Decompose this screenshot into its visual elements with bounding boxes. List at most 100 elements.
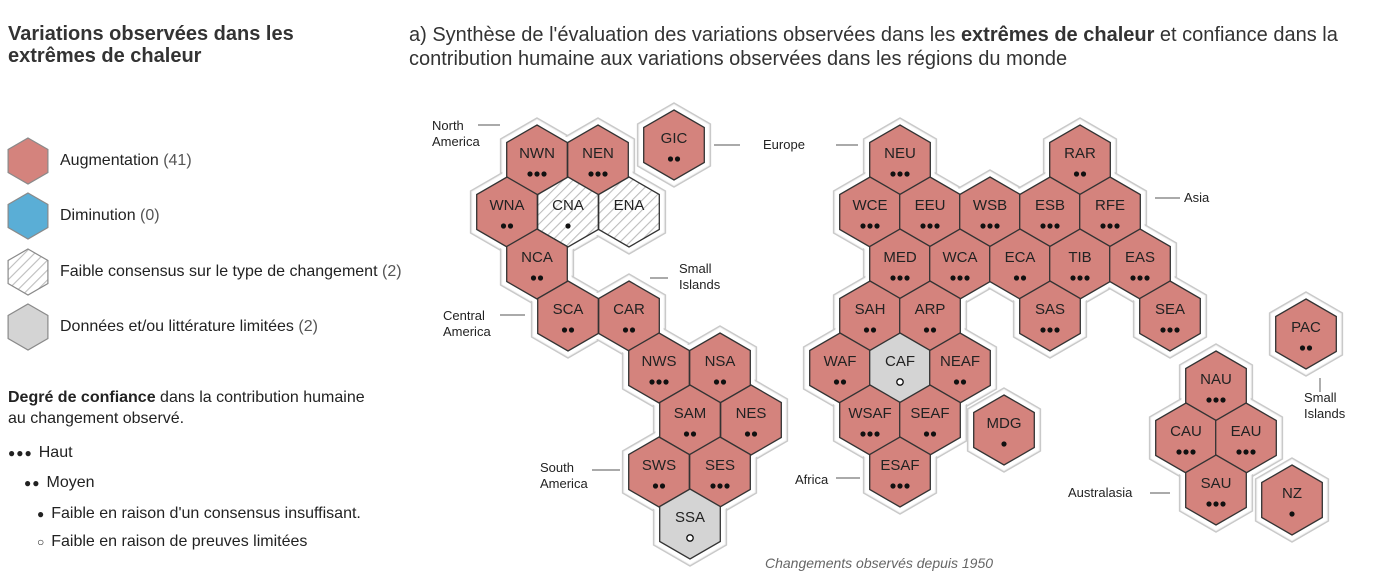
confidence-dot [1206, 397, 1212, 403]
region-code: NAU [1200, 371, 1232, 388]
legend-hex [7, 303, 49, 351]
region-code: SCA [553, 301, 584, 318]
confidence-dot [1243, 449, 1249, 455]
confidence-dot [1130, 275, 1136, 281]
confidence-dot [1167, 327, 1173, 333]
confidence-dot [934, 223, 940, 229]
side-title: Variations observées dans les extrêmes d… [8, 23, 294, 67]
confidence-dot [690, 431, 697, 437]
confidence-dot [953, 379, 960, 385]
region-hex-nz: NZ [1261, 464, 1323, 536]
region-hex-rfe: RFE [1079, 176, 1141, 248]
leader-lines [478, 124, 1321, 494]
confidence-dot [1054, 223, 1060, 229]
region-code: NSA [705, 353, 736, 370]
main-title-prefix: a) Synthèse de l'évaluation des variatio… [409, 24, 961, 46]
confidence-dot [1220, 501, 1226, 507]
confidence-dot [1084, 275, 1090, 281]
confidence-dot [656, 379, 662, 385]
region-hex-sws: SWS [628, 436, 690, 508]
region-hex-nca: NCA [506, 228, 568, 300]
region-code: NWN [519, 145, 555, 162]
confidence-dot [870, 327, 877, 333]
confidence-dot [1220, 397, 1226, 403]
three-dots-icon: ●●● [8, 446, 33, 460]
confidence-dot [541, 171, 547, 177]
region-hex-sca: SCA [537, 280, 599, 352]
region-hex-wce: WCE [839, 176, 901, 248]
label-small-islands-pacific: Small Islands [1304, 390, 1346, 421]
confidence-dot [649, 379, 655, 385]
region-code: SEAF [910, 405, 949, 422]
legend-hex [7, 248, 49, 296]
confidence-dot [683, 431, 690, 437]
confidence-dot [500, 223, 507, 229]
confidence-dot [537, 275, 544, 281]
confidence-dot [710, 483, 716, 489]
label-central-america: Central America [443, 308, 491, 339]
legend-label: Augmentation [60, 152, 159, 169]
region-code: WCE [853, 197, 888, 214]
confidence-dot [602, 171, 608, 177]
region-hex-nau: NAU [1185, 350, 1247, 422]
region-code: NEU [884, 145, 916, 162]
confidence-dot [667, 156, 674, 162]
legend-label: Diminution [60, 207, 136, 224]
label-north-america: North America [432, 118, 480, 149]
region-hex-ssa: SSA [659, 488, 721, 560]
legend-count: (2) [298, 318, 318, 335]
region-code: SSA [675, 509, 705, 526]
label-small-islands: Small Islands [679, 261, 721, 292]
confidence-dot [867, 223, 873, 229]
confidence-dot [904, 483, 910, 489]
region-code: ESB [1035, 197, 1065, 214]
confidence-dot [860, 223, 866, 229]
region-code: ESAF [880, 457, 919, 474]
confidence-dot [507, 223, 514, 229]
main-title-suffix: et confiance dans la contribution humain… [409, 24, 1338, 70]
confidence-dot [923, 431, 930, 437]
region-hex-ses: SES [689, 436, 751, 508]
confidence-dot [994, 223, 1000, 229]
region-code: MED [883, 249, 917, 266]
region-hex-mdg: MDG [973, 394, 1035, 466]
region-code: SAS [1035, 301, 1065, 318]
hex-shape [720, 384, 782, 456]
confidence-low-evidence: ○ Faible en raison de preuves limitées [37, 533, 307, 551]
confidence-dot [1001, 441, 1007, 447]
region-code: NES [736, 405, 767, 422]
region-hex-nes: NES [720, 384, 782, 456]
region-hex-sas: SAS [1019, 280, 1081, 352]
confidence-dot [629, 327, 636, 333]
label-south-america: South America [540, 460, 588, 491]
region-code: EAS [1125, 249, 1155, 266]
confidence-dot [1077, 275, 1083, 281]
legend-label: Données et/ou littérature limitées [60, 318, 294, 335]
region-hex-rar: RAR [1049, 124, 1111, 196]
confidence-dot [1206, 501, 1212, 507]
region-code: TIB [1068, 249, 1091, 266]
confidence-dot [874, 223, 880, 229]
confidence-dot [930, 327, 937, 333]
region-code: PAC [1291, 319, 1321, 336]
region-code: RFE [1095, 197, 1125, 214]
confidence-dot [534, 171, 540, 177]
region-code: SWS [642, 457, 676, 474]
confidence-open-dot [686, 534, 694, 542]
legend-item-decrease: Diminution (0) [8, 191, 160, 241]
region-code: SAM [674, 405, 707, 422]
hex-shape [1019, 280, 1081, 352]
region-code: MDG [987, 415, 1022, 432]
confidence-dot [860, 431, 866, 437]
region-hex-wsb: WSB [959, 176, 1021, 248]
hex-shape [506, 228, 568, 300]
confidence-dot [1160, 327, 1166, 333]
region-code: RAR [1064, 145, 1096, 162]
region-hex-esaf: ESAF [869, 436, 931, 508]
region-code: ECA [1005, 249, 1036, 266]
confidence-dot [904, 171, 910, 177]
region-code: EAU [1231, 423, 1262, 440]
hex-shape [1185, 454, 1247, 526]
open-dot-icon: ○ [37, 535, 46, 549]
region-hex-nen: NEN [567, 124, 629, 196]
